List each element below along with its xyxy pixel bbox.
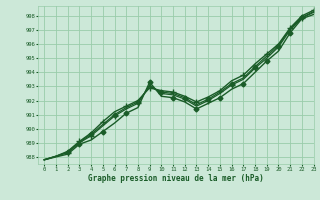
X-axis label: Graphe pression niveau de la mer (hPa): Graphe pression niveau de la mer (hPa) [88, 174, 264, 183]
